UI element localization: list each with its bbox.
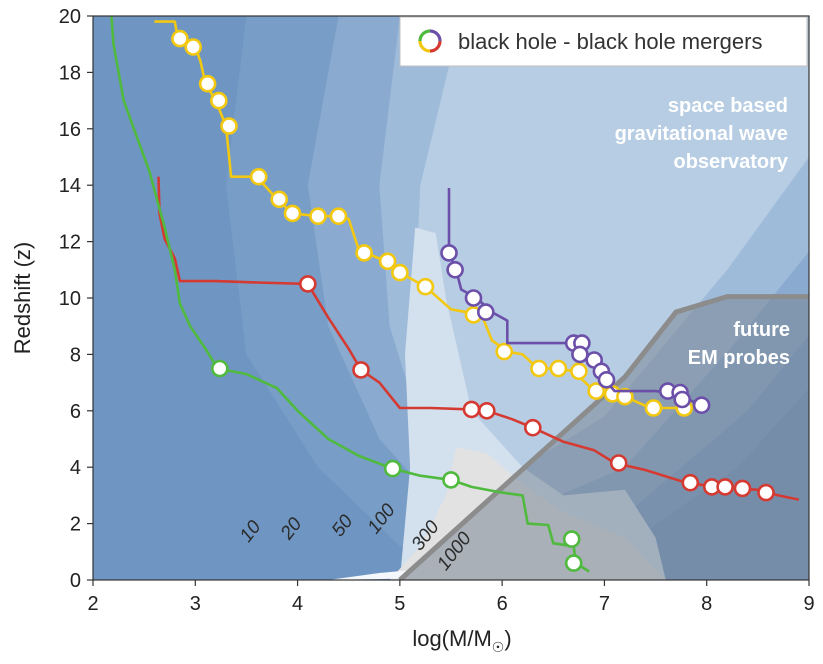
- series-red-line: [157, 176, 800, 501]
- series-purple-point-7: [571, 345, 589, 364]
- series-yellow-point-8: [283, 204, 302, 223]
- x-tick-label-3: 3: [190, 593, 201, 615]
- series-purple-point-3: [464, 289, 483, 307]
- series-red-point-5: [523, 418, 542, 437]
- series-yellow-point-12: [378, 252, 397, 271]
- y-tick-label-18: 18: [59, 62, 81, 84]
- series-green-point-3: [442, 471, 460, 489]
- series-yellow-point-22: [616, 387, 634, 406]
- series-green-point-5: [564, 554, 583, 572]
- space-observatory-annotation: space based gravitational wave observato…: [615, 95, 789, 173]
- em-probes-annotation: future EM probes: [688, 319, 790, 369]
- series-red: [157, 176, 800, 502]
- series-purple-point-10: [597, 370, 616, 389]
- series-red-point-4: [477, 401, 496, 420]
- x-tick-label-5: 5: [394, 593, 405, 615]
- series-red-point-2: [352, 361, 370, 379]
- em-probes-region: [399, 296, 809, 580]
- x-axis-label: log(M/M☉): [412, 626, 511, 655]
- series-layer: [110, 16, 800, 573]
- em-probes-boundary: [398, 294, 809, 580]
- y-tick-label-16: 16: [59, 119, 81, 141]
- series-green-point-4: [562, 530, 581, 548]
- series-purple-point-13: [673, 390, 692, 409]
- legend-ring-arc-1: [429, 29, 442, 42]
- series-yellow-point-5: [220, 117, 238, 135]
- series-green-point-1: [211, 359, 229, 378]
- y-axis: 0 2 4 6 8 10 12 14 16 18 20: [59, 6, 93, 592]
- series-purple-line: [447, 188, 703, 407]
- series-red-point-9: [716, 478, 734, 496]
- series-red-point-7: [681, 473, 700, 492]
- series-yellow-point-6: [249, 167, 268, 186]
- series-green-line: [110, 16, 590, 573]
- series-yellow: [154, 20, 694, 417]
- series-red-point-1: [298, 275, 317, 293]
- series-yellow-point-3: [198, 74, 217, 93]
- legend-ring-arc-2: [429, 40, 442, 53]
- y-tick-label-4: 4: [70, 457, 81, 479]
- series-yellow-point-4: [210, 91, 228, 110]
- legend-label: black hole - black hole mergers: [458, 29, 762, 54]
- y-tick-label-20: 20: [59, 6, 81, 28]
- series-yellow-point-1: [171, 29, 189, 48]
- series-yellow-point-17: [530, 359, 548, 378]
- em-annotation-line-1: future: [733, 319, 790, 341]
- x-tick-label-7: 7: [599, 593, 610, 615]
- series-red-point-3: [462, 400, 481, 419]
- contour-band-4: [415, 16, 809, 468]
- series-yellow-point-10: [329, 207, 348, 225]
- legend-ring-icon: [418, 29, 442, 53]
- x-axis: 2 3 4 5 6 7 8 9: [87, 580, 815, 615]
- series-yellow-point-16: [495, 342, 514, 361]
- contour-band-white: [328, 570, 411, 580]
- space-annotation-line-1: space based: [668, 95, 788, 117]
- series-yellow-point-20: [587, 382, 606, 400]
- x-tick-label-8: 8: [701, 593, 712, 615]
- series-yellow-point-14: [416, 277, 435, 296]
- y-tick-label-10: 10: [59, 288, 81, 310]
- series-yellow-point-18: [549, 359, 568, 378]
- series-purple-point-4: [476, 303, 495, 321]
- series-purple: [440, 188, 711, 415]
- series-yellow-point-11: [355, 244, 373, 262]
- x-tick-label-9: 9: [803, 593, 814, 615]
- series-yellow-point-13: [391, 263, 409, 282]
- y-tick-label-6: 6: [70, 401, 81, 423]
- series-yellow-point-2: [184, 38, 202, 56]
- legend-ring-arc-4: [418, 29, 431, 42]
- series-purple-point-14: [692, 396, 711, 415]
- sun-symbol: ☉: [492, 639, 505, 655]
- series-red-point-11: [757, 483, 775, 502]
- series-green: [110, 16, 590, 573]
- series-purple-point-1: [440, 244, 458, 262]
- series-red-point-10: [733, 479, 752, 498]
- legend-box: [399, 16, 808, 67]
- x-tick-label-2: 2: [87, 593, 98, 615]
- space-annotation-line-3: observatory: [674, 151, 789, 173]
- series-yellow-point-23: [644, 399, 663, 417]
- y-tick-label-14: 14: [59, 175, 81, 197]
- legend: black hole - black hole mergers: [399, 16, 808, 67]
- series-yellow-point-7: [270, 190, 289, 209]
- series-green-point-2: [383, 459, 402, 478]
- legend-ring-arc-3: [418, 40, 431, 53]
- x-tick-label-6: 6: [497, 593, 508, 615]
- y-tick-label-12: 12: [59, 232, 81, 254]
- series-yellow-point-9: [309, 207, 327, 225]
- x-tick-label-4: 4: [292, 593, 303, 615]
- em-annotation-line-2: EM probes: [688, 347, 790, 369]
- y-tick-label-2: 2: [70, 514, 81, 536]
- y-tick-label-8: 8: [70, 344, 81, 366]
- series-purple-point-2: [446, 260, 464, 279]
- series-red-point-6: [609, 454, 628, 472]
- space-annotation-line-2: gravitational wave: [615, 123, 788, 145]
- series-yellow-point-19: [570, 362, 588, 381]
- y-axis-label: Redshift (z): [10, 242, 35, 354]
- y-tick-label-0: 0: [70, 570, 81, 592]
